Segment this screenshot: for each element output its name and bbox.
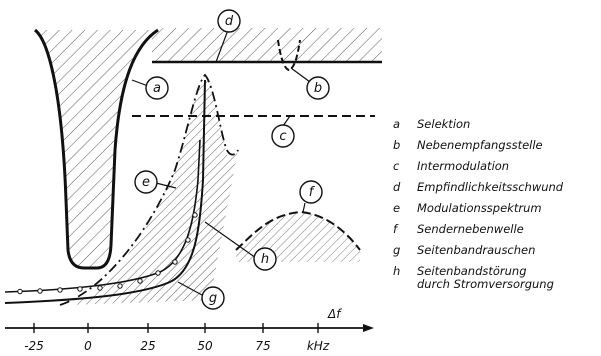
callout-h: h [261, 252, 269, 267]
sideband-noise-curve [4, 79, 206, 304]
leader-g [177, 281, 203, 296]
legend-item-a: a Selektion [393, 118, 598, 139]
callout-e: e [142, 175, 150, 190]
callout-g-circle [201, 286, 225, 310]
legend-key: h [393, 264, 401, 278]
legend-key: d [393, 180, 401, 194]
legend-key: a [393, 117, 401, 131]
leader-a [131, 79, 149, 87]
legend-label: Nebenempfangsstelle [417, 138, 543, 152]
legend-item-c: c Intermodulation [393, 160, 598, 181]
axis-variable-label: Δf [327, 307, 342, 321]
callout-h-circle [253, 247, 277, 271]
tick-label-75: 75 [255, 339, 270, 353]
modulation-spectrum-hatch [70, 75, 238, 305]
leader-c [282, 115, 291, 127]
tick-label-khz: kHz [307, 339, 330, 353]
legend-item-h: h Seitenbandstörung durch Stromversorgun… [393, 265, 598, 301]
selectivity-curve [33, 28, 159, 270]
legend-item-f: f Sendernebenwelle [393, 223, 598, 244]
desensitization-hatch-area [152, 28, 382, 62]
callout-f: f [309, 185, 316, 200]
legend-label: Selektion [417, 117, 471, 131]
legend-key: e [393, 201, 401, 215]
tick-label-50: 50 [197, 339, 213, 353]
callout-b: b [314, 81, 322, 96]
callout-b-circle [306, 76, 330, 100]
callout-e-circle [134, 170, 158, 194]
spurious-response-dip [277, 39, 301, 72]
legend-label: Intermodulation [417, 159, 510, 173]
legend-key: f [393, 222, 398, 236]
legend-item-g: g Seitenbandrauschen [393, 244, 598, 265]
legend-item-b: b Nebenempfangsstelle [393, 139, 598, 160]
tick-label-25: 25 [140, 339, 155, 353]
leader-e [155, 182, 177, 189]
callout-d-circle [217, 9, 241, 33]
legend-key: c [393, 159, 400, 173]
legend-label: Seitenbandrauschen [417, 243, 536, 257]
callout-f-circle [299, 180, 323, 204]
leader-d [215, 29, 229, 63]
callout-c-circle [271, 124, 295, 148]
legend-key: b [393, 138, 401, 152]
legend: a Selektion b Nebenempfangsstelle c Inte… [393, 118, 598, 301]
selectivity-hatch-area [5, 30, 158, 268]
modulation-spectrum-curve [59, 73, 239, 306]
callout-a-circle [145, 76, 169, 100]
leader-b [290, 67, 311, 83]
callout-d: d [225, 14, 234, 29]
legend-item-d: d Empfindlichkeitsschwund [393, 181, 598, 202]
leader-h [204, 221, 257, 259]
legend-item-e: e Modulationsspektrum [393, 202, 598, 223]
power-supply-sideband-markers [17, 212, 198, 295]
legend-label: Seitenbandstörung durch Stromversorgung [417, 264, 554, 291]
legend-label: Sendernebenwelle [417, 222, 524, 236]
leader-f [302, 202, 306, 213]
frequency-axis-arrow [363, 324, 374, 332]
callout-a: a [153, 81, 161, 96]
legend-label: Empfindlichkeitsschwund [417, 180, 564, 194]
callout-g: g [209, 291, 217, 306]
frequency-axis-ticks [33, 323, 319, 333]
legend-label: Modulationsspektrum [417, 201, 542, 215]
legend-key: g [393, 243, 401, 257]
callout-c: c [279, 129, 286, 144]
tick-label-0: 0 [84, 339, 92, 353]
tick-label-minus-25: -25 [24, 339, 44, 353]
